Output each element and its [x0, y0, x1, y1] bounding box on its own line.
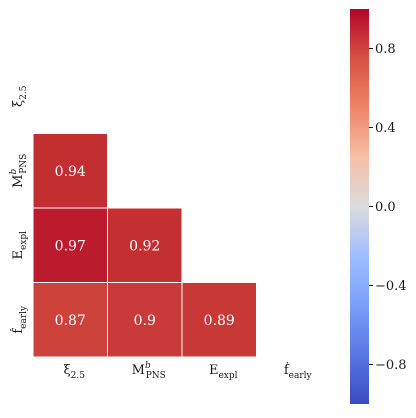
colorbar: 0.8 0.4 0.0 −0.4 −0.8: [350, 9, 407, 404]
heatmap-cell: [32, 207, 108, 283]
heatmap-cell: [32, 133, 108, 209]
cell-value-label: 0.87: [55, 313, 86, 329]
colorbar-tick-label: 0.8: [375, 42, 396, 57]
cell-value-label: 0.89: [204, 313, 235, 329]
cell-value-label: 0.92: [129, 238, 160, 254]
row-tick-label: Eexpl: [11, 231, 29, 260]
heatmap-cell: [181, 282, 257, 358]
column-tick-label: ḟearly: [284, 362, 313, 381]
row-tick-label: MbPNS: [9, 154, 29, 188]
column-tick-label: ξ2.5: [64, 363, 86, 381]
colorbar-tick-label: −0.8: [375, 358, 407, 373]
row-tick-label: ḟearly: [10, 305, 29, 334]
row-tick-label: ξ2.5: [11, 85, 29, 107]
colorbar-gradient: [350, 9, 369, 404]
heatmap-cell: [32, 282, 108, 358]
column-tick-label: Mb PNS: [132, 361, 166, 381]
colorbar-tick-label: 0.4: [375, 121, 396, 136]
cell-value-label: 0.97: [55, 238, 86, 254]
colorbar-tick-label: −0.4: [375, 279, 407, 294]
row-tick-labels: ξ2.5 MbPNS Eexpl ḟearly: [9, 85, 29, 333]
heatmap-cells: 0.94 0.97 0.92 0.87 0.9 0.89: [32, 133, 257, 358]
column-tick-label: Eexpl: [209, 363, 238, 381]
cell-value-label: 0.9: [134, 313, 156, 329]
cell-value-label: 0.94: [55, 164, 86, 180]
heatmap-cell: [107, 207, 183, 283]
column-tick-labels: ξ2.5 Mb PNS Eexpl ḟearly: [64, 361, 313, 381]
colorbar-tick-label: 0.0: [375, 200, 396, 215]
heatmap-cell: [107, 282, 183, 358]
